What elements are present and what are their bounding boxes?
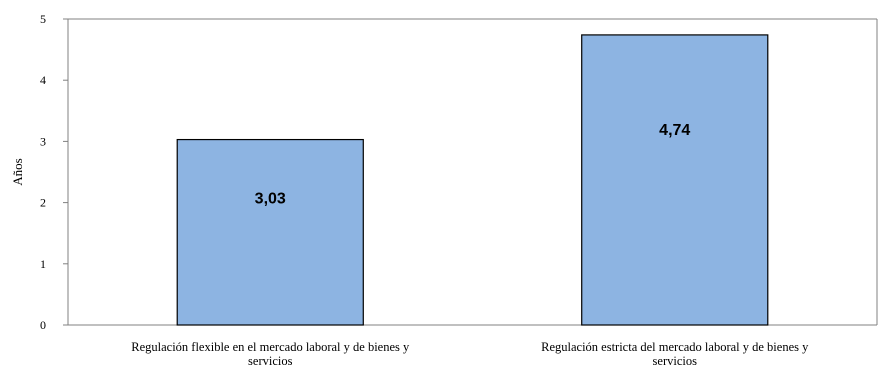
x-category-label: servicios [653,354,698,368]
y-tick-label: 4 [40,73,46,87]
y-tick-label: 0 [40,318,46,332]
bar-data-label: 3,03 [255,191,286,208]
x-category-label: Regulación estricta del mercado laboral … [541,340,809,354]
y-tick-label: 2 [40,196,46,210]
y-tick-label: 1 [40,257,46,271]
bar [176,138,364,326]
plot-frame-group [68,18,878,325]
y-tick-label: 3 [40,134,46,148]
bar-group: 3,03 4,74 [176,34,769,326]
x-category-label: servicios [248,354,293,368]
y-axis-title: Años [10,158,25,185]
bar [581,34,769,326]
y-tick-group: 0 1 2 3 4 5 [40,12,68,332]
y-tick-label: 5 [40,12,46,26]
bar-data-label: 4,74 [659,122,690,139]
category-label-group: Regulación flexible en el mercado labora… [131,340,809,368]
x-category-label: Regulación flexible en el mercado labora… [131,340,410,354]
